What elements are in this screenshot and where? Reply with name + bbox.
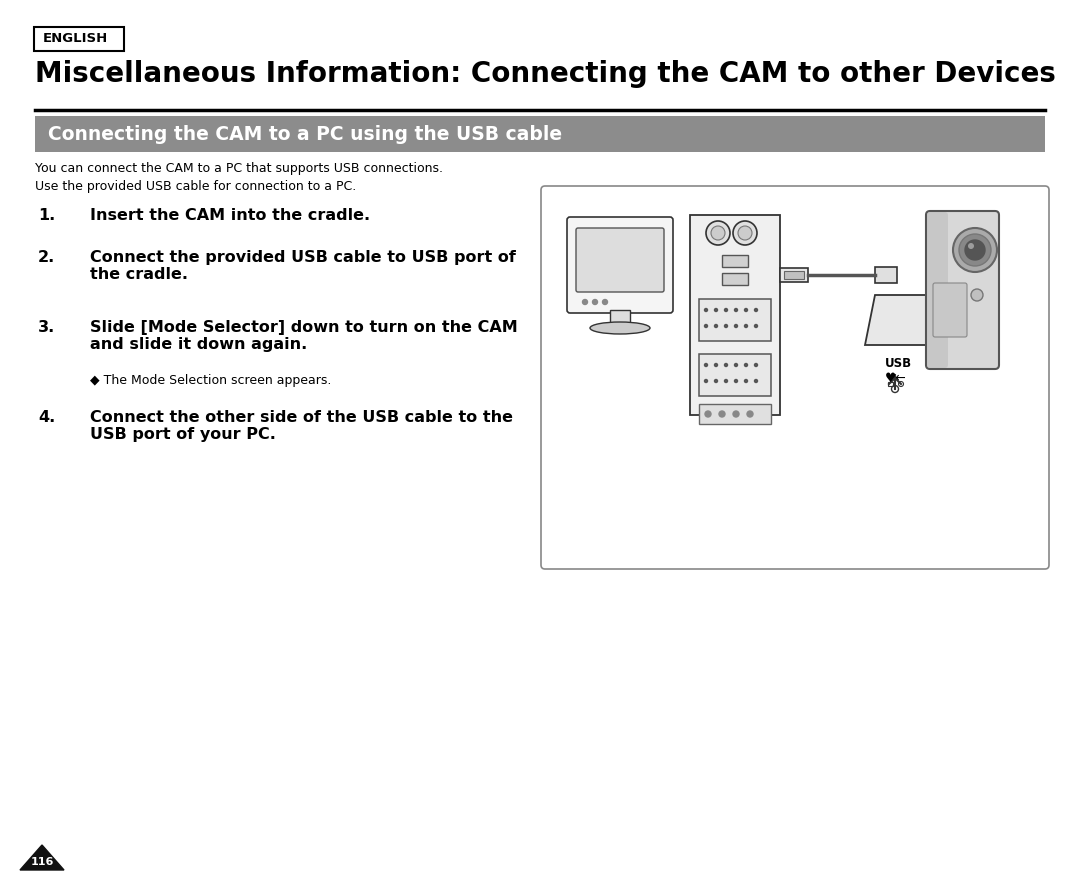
Circle shape [971,289,983,301]
Text: 4.: 4. [38,410,55,425]
FancyBboxPatch shape [699,404,771,424]
Circle shape [744,363,747,366]
Circle shape [734,309,738,312]
Circle shape [966,240,985,260]
FancyBboxPatch shape [541,186,1049,569]
Bar [35,116,1045,152]
FancyBboxPatch shape [926,211,999,369]
Circle shape [725,379,728,383]
Circle shape [747,411,753,417]
Circle shape [733,411,739,417]
Circle shape [704,309,707,312]
Circle shape [755,325,757,327]
Circle shape [704,379,707,383]
Circle shape [744,379,747,383]
Circle shape [744,325,747,327]
Text: 1.: 1. [38,208,55,223]
Circle shape [603,299,607,304]
Circle shape [719,411,725,417]
Circle shape [734,379,738,383]
Circle shape [704,325,707,327]
Bar [888,382,893,386]
Text: Connect the other side of the USB cable to the
USB port of your PC.: Connect the other side of the USB cable … [90,410,513,443]
Circle shape [734,325,738,327]
Circle shape [755,363,757,366]
Polygon shape [865,295,975,345]
Circle shape [968,243,974,249]
Circle shape [733,221,757,245]
Text: 2.: 2. [38,250,55,265]
Circle shape [704,363,707,366]
Text: USB: USB [885,357,913,370]
FancyBboxPatch shape [690,215,780,415]
Text: ♥←: ♥← [885,372,907,385]
Circle shape [593,299,597,304]
Circle shape [959,234,991,266]
Circle shape [715,309,717,312]
FancyBboxPatch shape [699,354,771,396]
Circle shape [755,309,757,312]
Text: Use the provided USB cable for connection to a PC.: Use the provided USB cable for connectio… [35,180,356,193]
FancyBboxPatch shape [699,299,771,341]
Text: You can connect the CAM to a PC that supports USB connections.: You can connect the CAM to a PC that sup… [35,162,443,175]
Text: Miscellaneous Information: Connecting the CAM to other Devices: Miscellaneous Information: Connecting th… [35,60,1056,88]
Text: ◆ The Mode Selection screen appears.: ◆ The Mode Selection screen appears. [90,374,332,387]
Text: ENGLISH: ENGLISH [43,32,108,45]
Bar [875,267,897,283]
Circle shape [953,228,997,272]
Bar [723,255,748,267]
Bar [780,268,808,282]
Text: 3.: 3. [38,320,55,335]
Circle shape [725,363,728,366]
Circle shape [755,379,757,383]
Text: Connect the provided USB cable to USB port of
the cradle.: Connect the provided USB cable to USB po… [90,250,516,282]
FancyBboxPatch shape [576,228,664,292]
FancyBboxPatch shape [927,212,948,368]
Circle shape [706,221,730,245]
Circle shape [705,411,711,417]
Circle shape [715,379,717,383]
Circle shape [711,226,725,240]
Circle shape [734,363,738,366]
Circle shape [715,325,717,327]
FancyBboxPatch shape [567,217,673,313]
FancyBboxPatch shape [933,283,967,337]
Text: Slide [Mode Selector] down to turn on the CAM
and slide it down again.: Slide [Mode Selector] down to turn on th… [90,320,517,352]
Polygon shape [21,845,64,870]
Ellipse shape [590,322,650,334]
Text: Insert the CAM into the cradle.: Insert the CAM into the cradle. [90,208,370,223]
Circle shape [725,325,728,327]
Bar [723,273,748,285]
Circle shape [744,309,747,312]
Circle shape [582,299,588,304]
Circle shape [715,363,717,366]
Bar [610,310,630,325]
Circle shape [725,309,728,312]
Circle shape [738,226,752,240]
Text: Connecting the CAM to a PC using the USB cable: Connecting the CAM to a PC using the USB… [48,124,562,143]
Text: 116: 116 [30,857,54,867]
Bar [784,271,804,279]
